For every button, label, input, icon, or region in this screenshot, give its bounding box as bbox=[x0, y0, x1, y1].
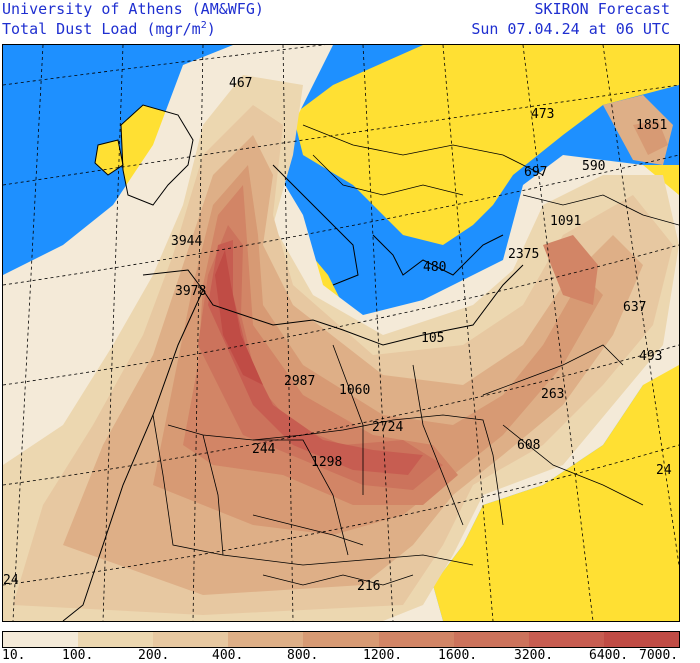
dust-load-map[interactable]: 467 473 1851 697 590 1091 3944 2375 480 3978 637 10… bbox=[2, 44, 680, 622]
value-label: 263 bbox=[541, 387, 564, 402]
color-scale-label: 6400. bbox=[589, 648, 629, 663]
color-scale-label: 7000. bbox=[639, 648, 679, 663]
value-label: 637 bbox=[623, 300, 646, 315]
forecast-time: Sun 07.04.24 at 06 UTC bbox=[471, 20, 670, 38]
value-label: 244 bbox=[252, 442, 276, 457]
value-labels: 467 473 1851 697 590 1091 3944 2375 480 3978 637 10… bbox=[3, 76, 672, 594]
color-scale-label: 3200. bbox=[514, 648, 554, 663]
value-label: 3978 bbox=[175, 284, 206, 299]
value-label: 697 bbox=[524, 165, 547, 180]
value-label: 3944 bbox=[171, 234, 202, 249]
value-label: 216 bbox=[357, 579, 380, 594]
value-label: 1851 bbox=[636, 118, 667, 133]
value-label: 2987 bbox=[284, 374, 315, 389]
color-scale-bin bbox=[603, 632, 679, 647]
product-title-text: Total Dust Load (mgr/m bbox=[2, 20, 201, 38]
color-scale-bin bbox=[228, 632, 304, 647]
color-scale-label: 200. bbox=[138, 648, 170, 663]
product-title-close: ) bbox=[206, 20, 216, 38]
value-label: 467 bbox=[229, 76, 252, 91]
value-label: 590 bbox=[582, 159, 605, 174]
value-label: 24 bbox=[3, 573, 19, 588]
color-scale-bin bbox=[153, 632, 229, 647]
country-borders bbox=[152, 124, 679, 586]
institution-label: University of Athens (AM&WFG) bbox=[2, 0, 264, 18]
model-name: SKIRON Forecast bbox=[534, 0, 670, 18]
product-title: Total Dust Load (mgr/m2) bbox=[2, 20, 216, 38]
value-label: 493 bbox=[639, 349, 662, 364]
value-label: 24 bbox=[656, 463, 672, 478]
value-label: 2724 bbox=[372, 420, 403, 435]
graticule bbox=[3, 45, 679, 621]
value-label: 480 bbox=[423, 260, 446, 275]
color-scale-bin bbox=[528, 632, 604, 647]
color-scale-label: 800. bbox=[287, 648, 319, 663]
color-scale-bin bbox=[453, 632, 529, 647]
product-title-exponent: 2 bbox=[200, 20, 207, 31]
color-scale-bin bbox=[378, 632, 454, 647]
color-scale-bin bbox=[3, 632, 79, 647]
value-label: 105 bbox=[421, 331, 444, 346]
color-scale-label: 10. bbox=[2, 648, 26, 663]
value-label: 1060 bbox=[339, 383, 370, 398]
value-label: 473 bbox=[531, 107, 554, 122]
color-scale-bin bbox=[303, 632, 379, 647]
land-coastlines bbox=[62, 104, 524, 621]
value-label: 1091 bbox=[550, 214, 581, 229]
color-scale-label: 100. bbox=[62, 648, 94, 663]
color-scale-label: 400. bbox=[212, 648, 244, 663]
value-label: 1298 bbox=[311, 455, 342, 470]
color-scale-label: 1600. bbox=[438, 648, 478, 663]
map-canvas: 467 473 1851 697 590 1091 3944 2375 480 3978 637 10… bbox=[3, 45, 679, 621]
color-scale-label: 1200. bbox=[363, 648, 403, 663]
value-label: 2375 bbox=[508, 247, 539, 262]
color-scale-bin bbox=[78, 632, 154, 647]
value-label: 608 bbox=[517, 438, 540, 453]
color-scale bbox=[2, 631, 680, 648]
